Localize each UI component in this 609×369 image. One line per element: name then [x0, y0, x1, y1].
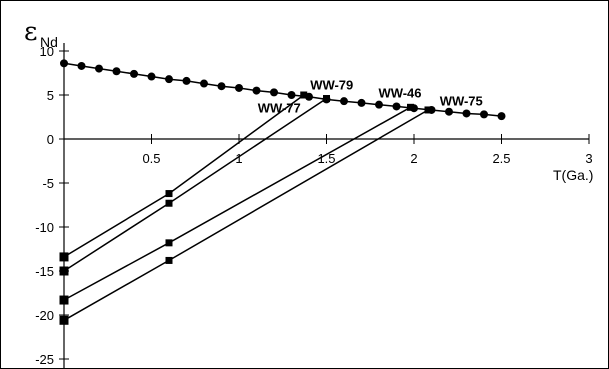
data-point — [59, 315, 69, 325]
y-axis-title: ε — [24, 17, 37, 47]
y-tick-label: 10 — [40, 44, 54, 59]
data-point — [147, 72, 156, 81]
data-point — [217, 82, 226, 91]
data-point — [165, 256, 173, 264]
data-point — [165, 190, 173, 198]
series-annotation-label: WW-46 — [378, 86, 421, 101]
x-tick-label: 2.5 — [492, 151, 510, 166]
y-axis-title-subscript: Nd — [40, 34, 58, 50]
y-tick-label: -20 — [35, 308, 54, 323]
data-point — [60, 59, 68, 68]
x-tick-label: 2 — [410, 151, 417, 166]
x-tick-label: 3 — [585, 151, 592, 166]
data-point — [112, 67, 121, 76]
data-point — [424, 106, 432, 114]
y-tick-label: -5 — [42, 176, 54, 191]
data-point — [182, 76, 191, 85]
data-point — [462, 109, 471, 118]
y-tick-label: 5 — [47, 88, 54, 103]
annotations: WW-77 WW-79 WW-46 WW-75 — [258, 78, 483, 116]
y-ticks: 10 5 0 -5 -10 -15 -20 -25 — [35, 44, 69, 367]
data-point — [165, 75, 173, 84]
data-point — [340, 97, 348, 106]
series-line — [63, 94, 305, 258]
data-point — [130, 69, 138, 78]
x-axis-title: T(Ga.) — [553, 167, 593, 183]
series-annotation-label: WW-77 — [258, 101, 301, 116]
y-tick-label: -10 — [35, 220, 54, 235]
y-tick-label: -15 — [35, 264, 54, 279]
data-point — [323, 95, 330, 103]
data-point — [95, 64, 103, 73]
y-axis-title-symbol: ε — [24, 17, 37, 47]
data-point — [252, 86, 261, 95]
data-point — [77, 61, 86, 70]
data-point — [235, 83, 243, 92]
data-point — [200, 79, 208, 88]
data-point — [497, 112, 506, 121]
data-point — [300, 91, 308, 99]
y-tick-label: 0 — [47, 132, 54, 147]
y-tick-label: -25 — [35, 352, 54, 367]
series-annotation-label: WW-75 — [440, 94, 483, 109]
data-point — [59, 295, 69, 305]
x-tick-label: 1.5 — [317, 151, 335, 166]
data-point — [375, 100, 383, 109]
data-point — [59, 252, 69, 262]
data-point — [407, 103, 414, 111]
data-point — [270, 88, 278, 97]
series-line — [63, 109, 429, 321]
data-point — [357, 98, 366, 107]
x-tick-label: 0.5 — [142, 151, 160, 166]
data-point — [165, 239, 173, 247]
series-line — [63, 106, 411, 301]
data-point — [59, 266, 69, 276]
data-point — [480, 110, 488, 119]
series-markers — [59, 59, 506, 325]
data-point — [445, 107, 453, 116]
data-point — [287, 91, 296, 99]
data-point — [392, 102, 401, 111]
data-point — [165, 199, 173, 207]
series-annotation-label: WW-79 — [310, 78, 353, 93]
x-tick-label: 1 — [235, 151, 242, 166]
